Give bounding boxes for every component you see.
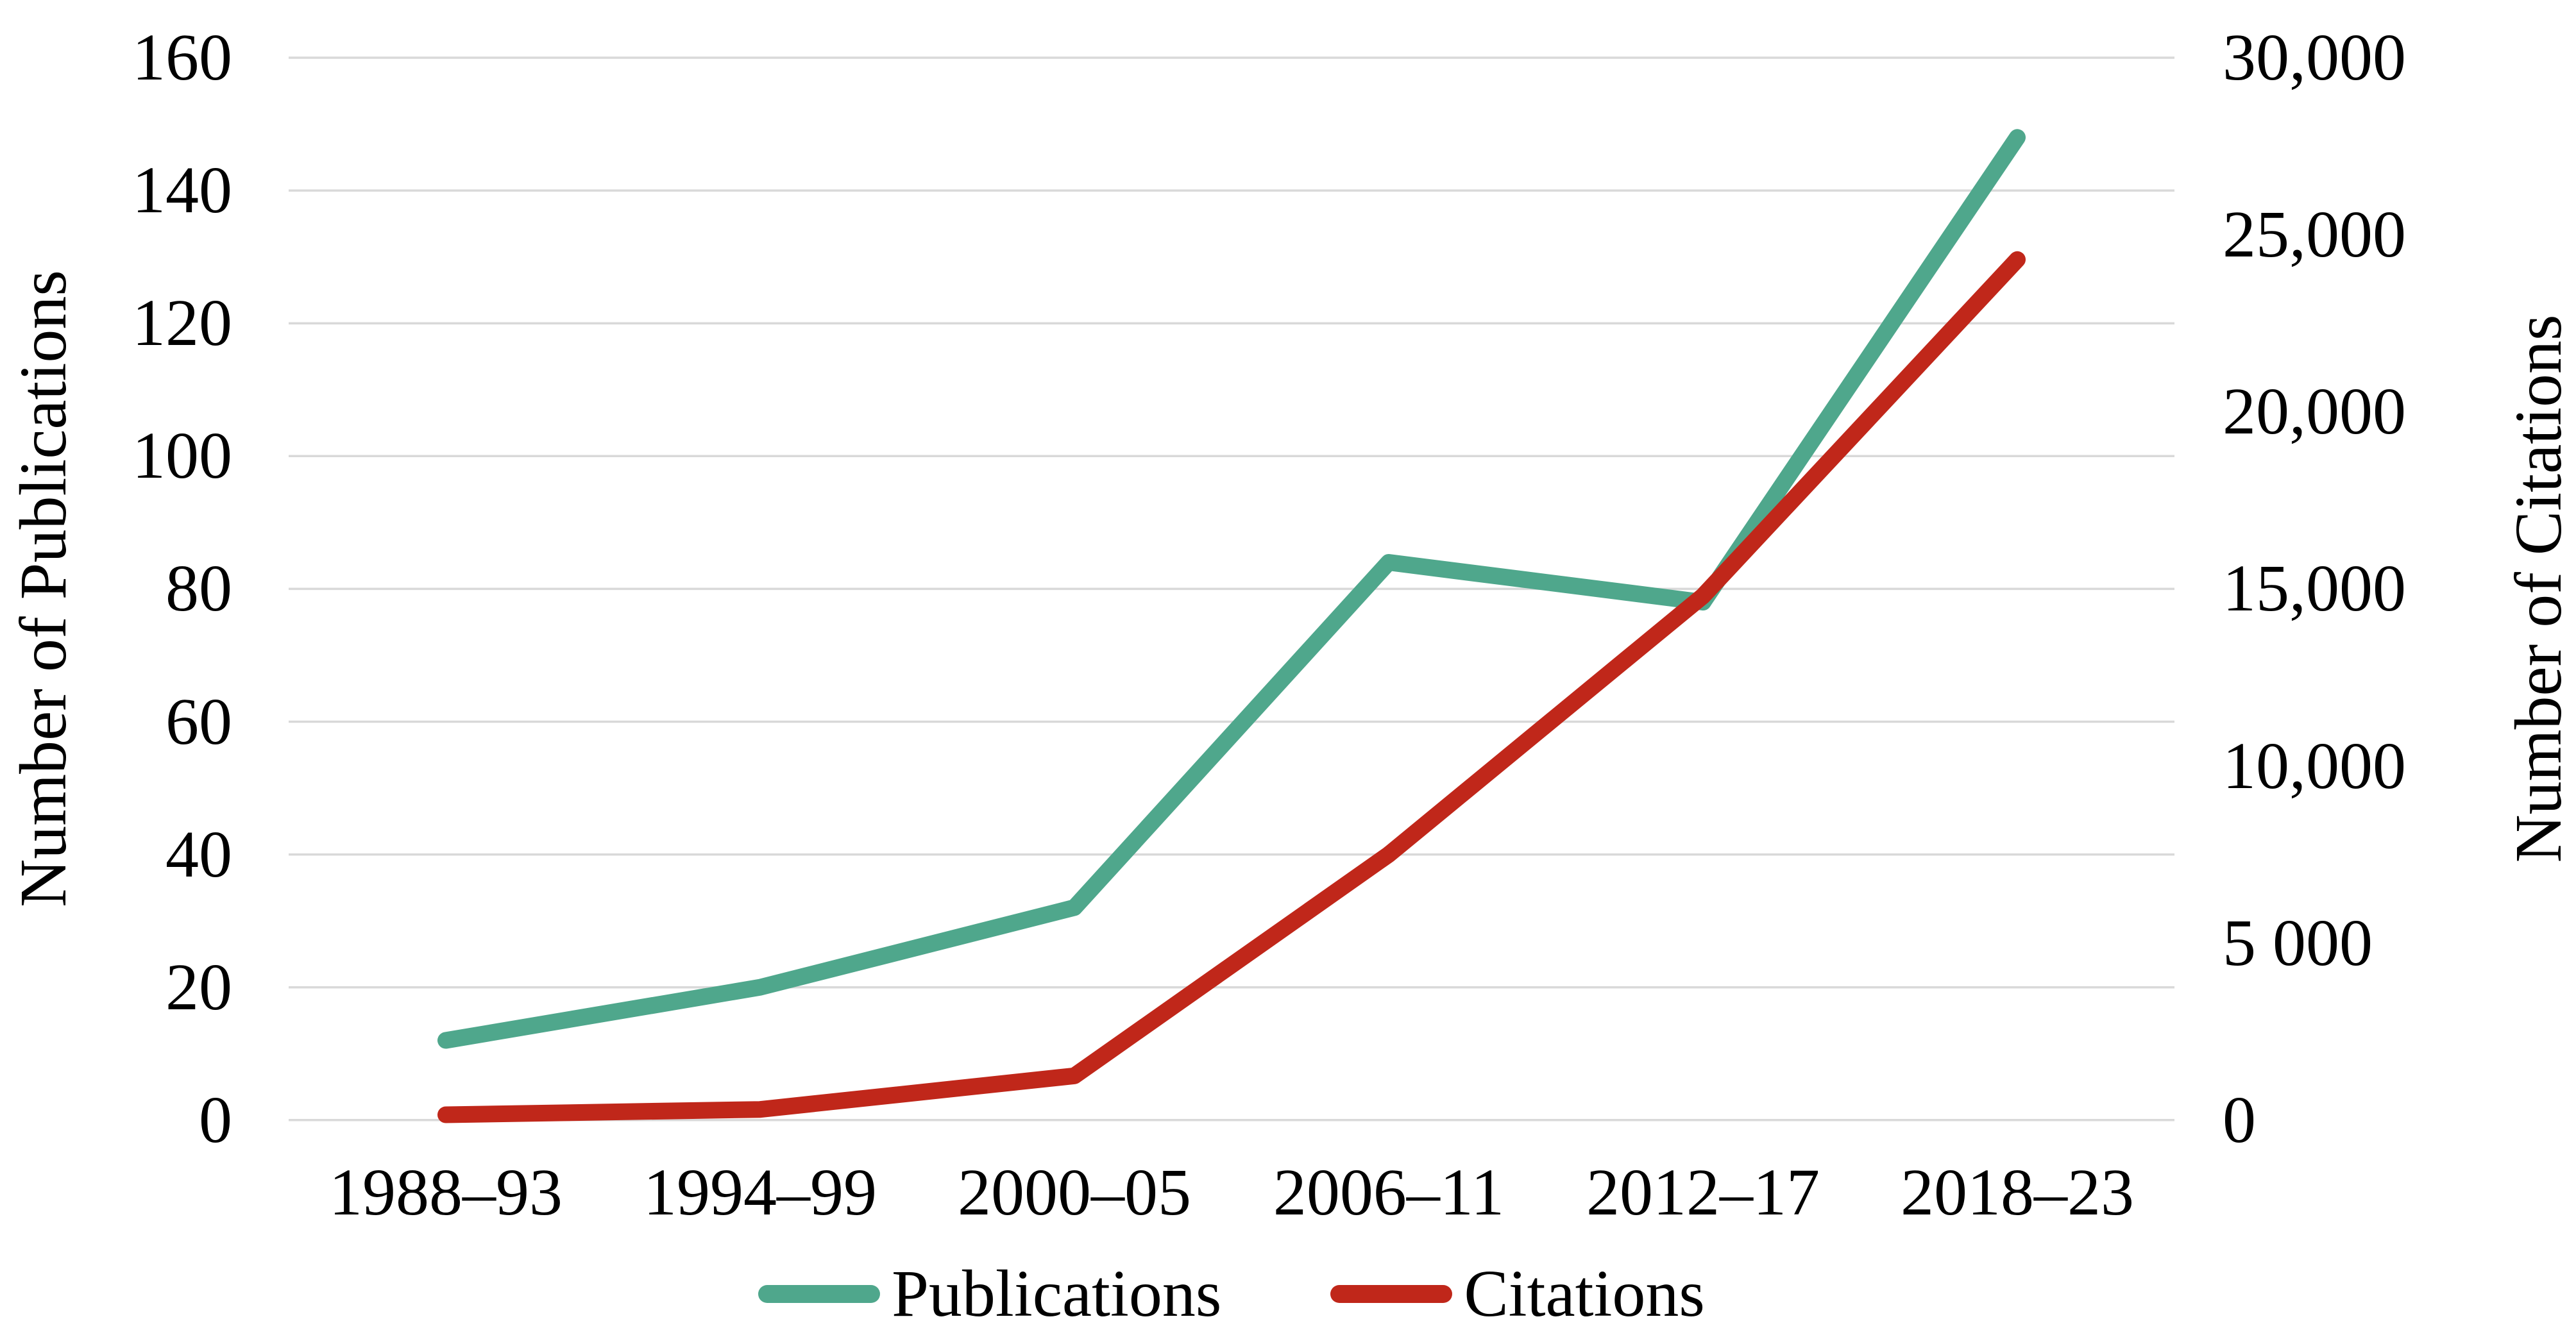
right-axis-tick: 0 — [2223, 1083, 2256, 1157]
legend-label-citations: Citations — [1464, 1257, 1705, 1331]
right-axis-tick: 20,000 — [2223, 374, 2406, 448]
left-axis-tick: 20 — [165, 950, 232, 1024]
left-axis-title: Number of Publications — [6, 270, 80, 907]
right-axis-title: Number of Citations — [2502, 314, 2575, 863]
x-axis-label: 2018–23 — [1901, 1155, 2134, 1229]
left-axis-tick: 140 — [132, 153, 232, 227]
publications-line — [437, 129, 2026, 1049]
citations-line-swatch-icon — [1330, 1285, 1453, 1303]
x-axis-label: 1994–99 — [643, 1155, 877, 1229]
left-axis-tick: 100 — [132, 419, 232, 492]
legend-label-publications: Publications — [892, 1257, 1222, 1331]
x-axis-label: 2006–11 — [1273, 1155, 1505, 1229]
legend: Publications Citations — [289, 1256, 2174, 1332]
x-axis-label: 2000–05 — [958, 1155, 1191, 1229]
publications-line-swatch-icon — [758, 1285, 881, 1303]
right-axis-tick: 15,000 — [2223, 551, 2406, 625]
legend-item-publications: Publications — [758, 1259, 1221, 1329]
gridlines — [289, 56, 2174, 1121]
left-axis-tick: 80 — [165, 551, 232, 625]
left-axis-tick: 60 — [165, 685, 232, 759]
citations-line — [437, 251, 2026, 1123]
left-axis-tick: 120 — [132, 286, 232, 360]
right-axis-tick: 5 000 — [2223, 906, 2373, 980]
right-axis-tick: 25,000 — [2223, 197, 2406, 271]
left-axis-tick: 40 — [165, 818, 232, 891]
legend-item-citations: Citations — [1330, 1259, 1705, 1329]
x-axis-label: 2012–17 — [1586, 1155, 1820, 1229]
right-axis-tick: 30,000 — [2223, 21, 2406, 94]
left-axis-tick: 0 — [199, 1083, 232, 1157]
left-axis-tick: 160 — [132, 21, 232, 94]
right-axis-tick: 10,000 — [2223, 729, 2406, 803]
x-axis-label: 1988–93 — [329, 1155, 563, 1229]
